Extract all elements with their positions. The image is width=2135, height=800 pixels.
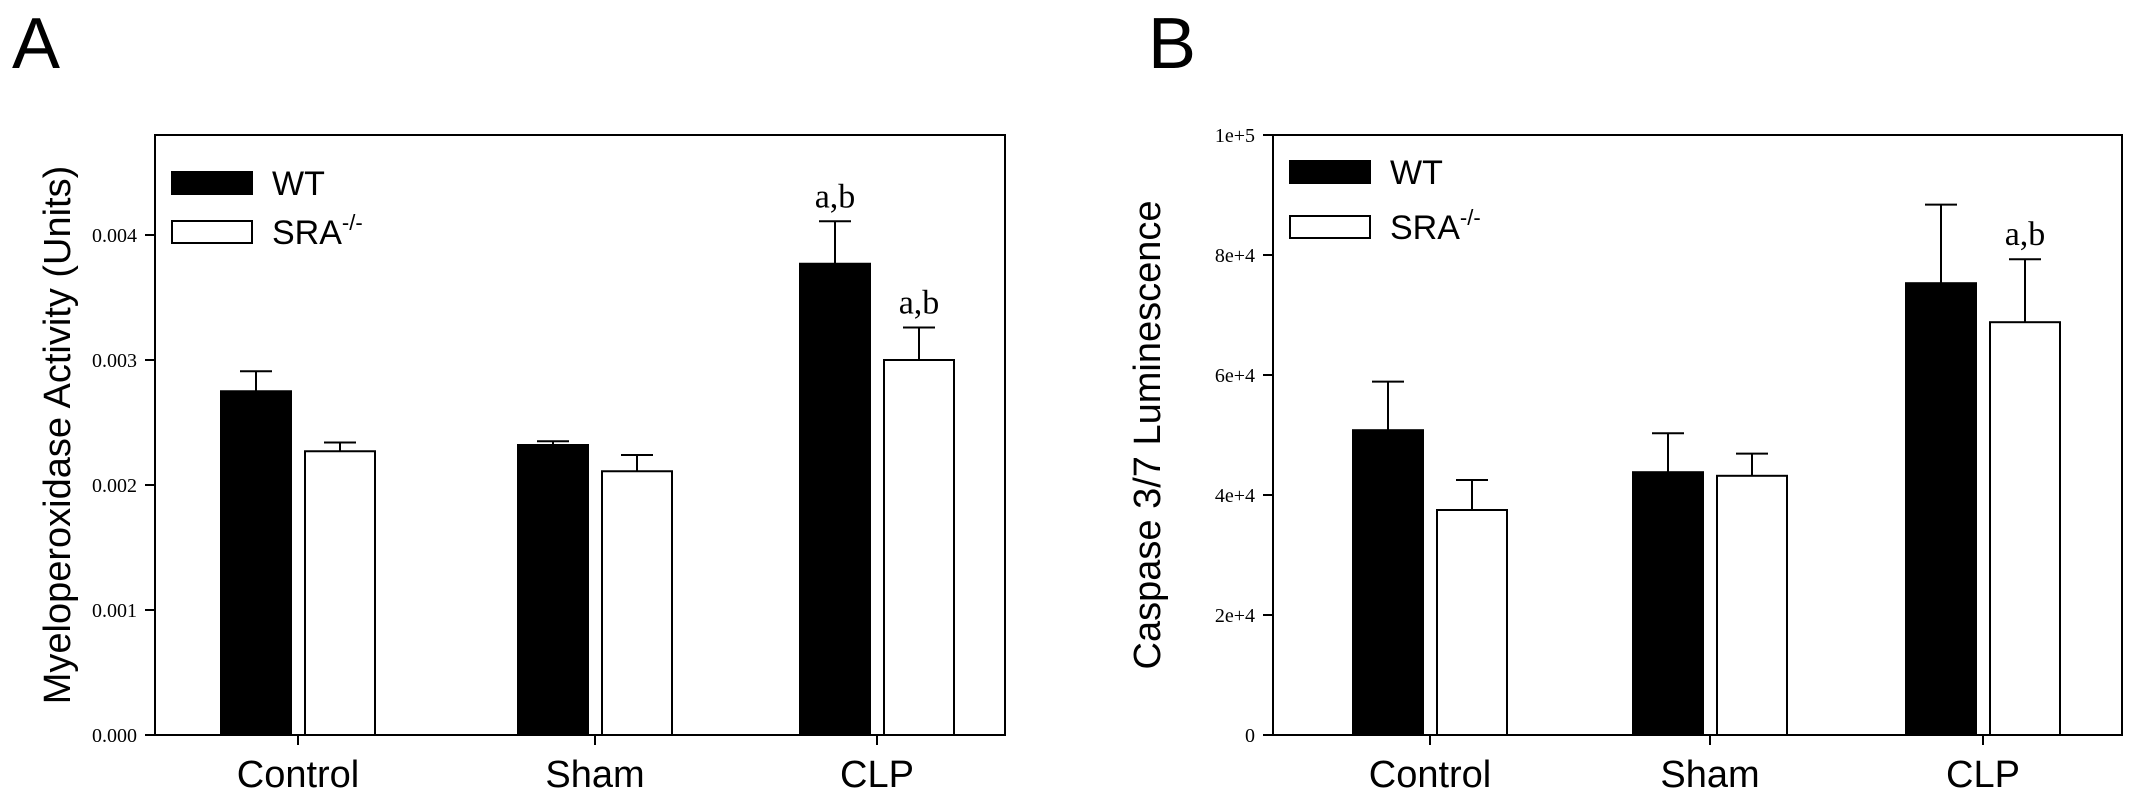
bar bbox=[220, 390, 292, 736]
legend-swatch bbox=[171, 171, 253, 195]
legend-swatch bbox=[1289, 215, 1371, 239]
bar bbox=[799, 262, 871, 736]
x-tick-label: Control bbox=[237, 754, 360, 796]
bar bbox=[1989, 321, 2061, 736]
significance-annotation: a,b bbox=[815, 178, 856, 215]
y-tick-label: 8e+4 bbox=[1215, 245, 1255, 267]
significance-annotation: a,b bbox=[899, 285, 940, 322]
bar bbox=[1632, 471, 1704, 736]
legend-label: WT bbox=[272, 165, 325, 203]
y-axis-label: Caspase 3/7 Luminescence bbox=[1127, 201, 1169, 670]
legend-label: SRA-/- bbox=[1390, 205, 1481, 247]
bar bbox=[1436, 509, 1508, 736]
bar bbox=[883, 359, 955, 736]
legend-label: WT bbox=[1390, 154, 1443, 192]
plot-frame bbox=[154, 134, 1006, 736]
y-tick-label: 2e+4 bbox=[1215, 605, 1255, 627]
y-axis-label: Myeloperoxidase Activity (Units) bbox=[37, 166, 79, 705]
legend-label: SRA-/- bbox=[272, 210, 363, 252]
plot-frame bbox=[1272, 134, 2123, 736]
bar bbox=[304, 450, 376, 736]
y-tick-label: 0 bbox=[1245, 725, 1255, 747]
x-tick-label: Sham bbox=[1660, 754, 1759, 796]
bar bbox=[1905, 282, 1977, 736]
x-tick-label: CLP bbox=[840, 754, 914, 796]
y-tick-label: 6e+4 bbox=[1215, 365, 1255, 387]
y-tick-label: 0.000 bbox=[92, 725, 137, 747]
legend-swatch bbox=[171, 220, 253, 244]
y-tick-label: 0.001 bbox=[92, 600, 137, 622]
y-tick-label: 1e+5 bbox=[1215, 125, 1255, 147]
significance-annotation: a,b bbox=[2005, 216, 2046, 253]
y-tick-label: 0.002 bbox=[92, 475, 137, 497]
bar bbox=[517, 444, 589, 736]
panel-b: B Caspase 3/7 Luminescence a,b 0 2e+4 4e+4 6e+… bbox=[1127, 4, 2123, 796]
y-tick-label: 4e+4 bbox=[1215, 485, 1255, 507]
y-tick-label: 0.004 bbox=[92, 225, 137, 247]
bar bbox=[1352, 429, 1424, 736]
panel-letter: B bbox=[1148, 4, 1196, 84]
x-tick-label: CLP bbox=[1946, 754, 2020, 796]
y-tick-label: 0.003 bbox=[92, 350, 137, 372]
bar bbox=[601, 470, 673, 736]
x-tick-label: Control bbox=[1369, 754, 1492, 796]
bar bbox=[1716, 474, 1788, 736]
legend-swatch bbox=[1289, 160, 1371, 184]
x-tick-label: Sham bbox=[545, 754, 644, 796]
panel-a: A Myeloperoxidase Activity (Units) a,b a,b 0… bbox=[12, 4, 1006, 796]
panel-letter: A bbox=[12, 4, 60, 84]
